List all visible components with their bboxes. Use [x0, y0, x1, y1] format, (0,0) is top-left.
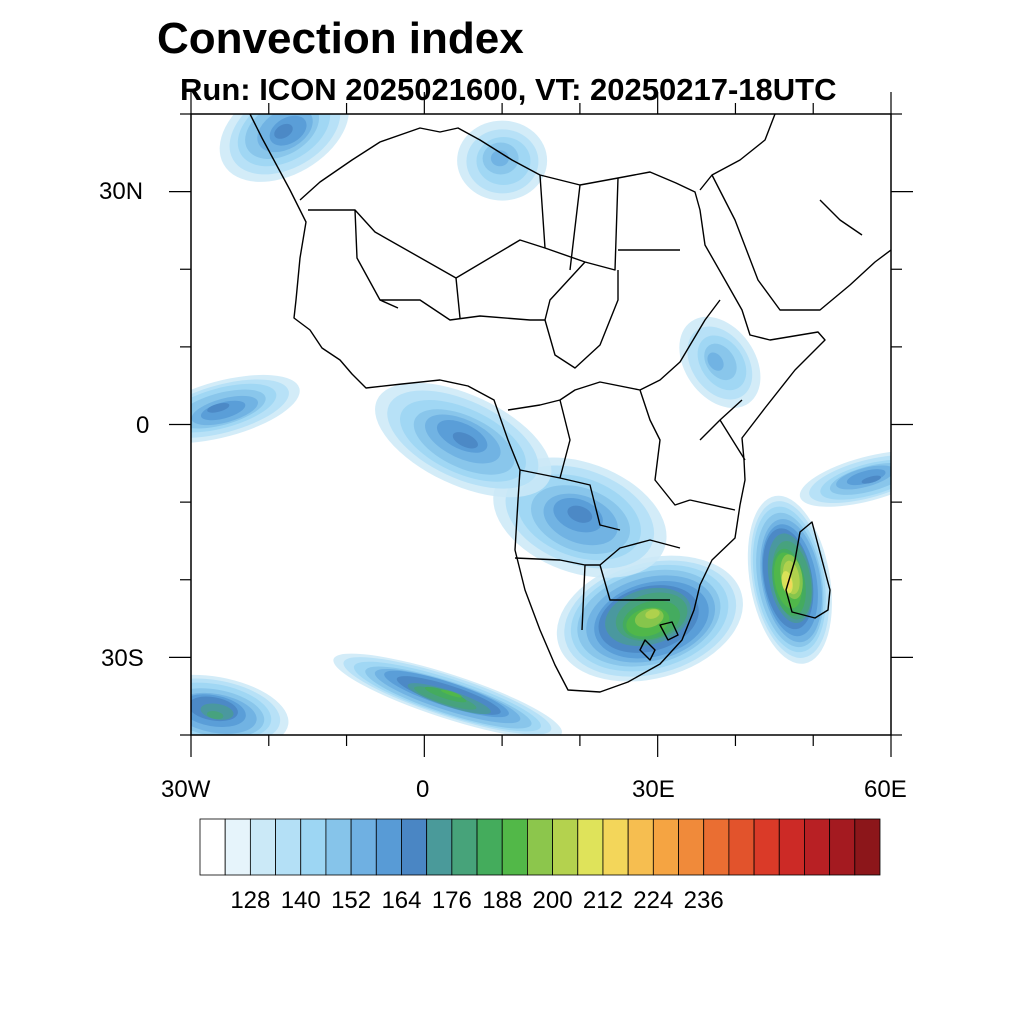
colorbar-box-19 — [678, 818, 705, 876]
colorbar-label-224: 224 — [633, 887, 674, 914]
lon-label-60e: 60E — [864, 776, 907, 803]
colorbar-box-21 — [728, 818, 755, 876]
madagascar — [785, 521, 831, 619]
colorbar-box-5 — [325, 818, 352, 876]
field-contour-gulf-of-guinea-6 — [452, 432, 478, 449]
colorbar-box-2 — [249, 818, 276, 876]
border-east — [689, 399, 746, 511]
border-south — [514, 539, 681, 661]
colorbar-label-128: 128 — [230, 887, 271, 914]
plot-title: Convection index — [157, 14, 524, 63]
border-sahara-west — [308, 177, 619, 309]
colorbar-label-152: 152 — [331, 887, 372, 914]
colorbar-label-212: 212 — [582, 887, 623, 914]
colorbar-box-6 — [350, 818, 377, 876]
colorbar-box-26 — [854, 818, 881, 876]
colorbar-box-22 — [753, 818, 780, 876]
border-north — [539, 174, 680, 271]
field-contour-southern-africa-12 — [645, 609, 660, 619]
colorbar-box-4 — [300, 818, 327, 876]
colorbar-box-8 — [401, 818, 428, 876]
field-contour-tropical-atlantic-6 — [207, 402, 230, 413]
field-contour-tropical-atlantic-5 — [200, 400, 246, 421]
coastlines-and-borders — [249, 114, 891, 693]
colorbar-label-140: 140 — [280, 887, 321, 914]
arabian-peninsula — [699, 114, 891, 311]
colorbar-label-200: 200 — [532, 887, 573, 914]
field-contour-ethiopia-4 — [707, 352, 724, 371]
colorbar-box-25 — [829, 818, 856, 876]
lon-label-30e: 30E — [632, 776, 675, 803]
field-contour-south-atlantic-sw-8 — [206, 711, 224, 720]
field-contour-ne-atlantic-6 — [274, 123, 293, 139]
field-contour-mediterranean-4 — [490, 150, 509, 167]
field-contour-angola-zambia-6 — [567, 505, 593, 523]
field-contour-south-atlantic-9 — [424, 686, 467, 703]
colorbar-box-23 — [778, 818, 805, 876]
colorbar-box-20 — [703, 818, 730, 876]
colorbar-label-176: 176 — [431, 887, 472, 914]
colorbar-box-17 — [627, 818, 654, 876]
border-central — [507, 299, 721, 531]
field-contour-south-atlantic-10 — [441, 689, 462, 698]
lat-label-30s: 30S — [101, 645, 144, 672]
lat-label-0: 0 — [136, 412, 150, 439]
border-sahel — [380, 261, 619, 369]
colorbar-box-24 — [804, 818, 831, 876]
lon-label-0: 0 — [416, 776, 430, 803]
colorbar-box-7 — [375, 818, 402, 876]
colorbar-box-12 — [501, 818, 528, 876]
colorbar-box-14 — [552, 818, 579, 876]
field-contour-sw-indian-ocean-5 — [846, 469, 886, 486]
plot-subtitle: Run: ICON 2025021600, VT: 20250217-18UTC — [180, 72, 837, 107]
axis-ticks — [169, 92, 913, 757]
lat-label-30n: 30N — [99, 178, 144, 205]
colorbar-box-1 — [224, 818, 251, 876]
colorbar-box-16 — [602, 818, 629, 876]
colorbar — [199, 818, 881, 876]
colorbar-box-11 — [476, 818, 503, 876]
colorbar-box-9 — [426, 818, 453, 876]
colorbar-box-0 — [199, 818, 226, 876]
colorbar-box-15 — [577, 818, 604, 876]
field-contour-madagascar-14 — [786, 577, 793, 590]
colorbar-box-3 — [275, 818, 302, 876]
colorbar-label-164: 164 — [381, 887, 422, 914]
colorbar-box-18 — [652, 818, 679, 876]
field-contour-sw-indian-ocean-6 — [861, 475, 882, 484]
colorbar-box-13 — [527, 818, 553, 876]
colorbar-label-236: 236 — [683, 887, 724, 914]
convection-field — [191, 114, 891, 735]
colorbar-box-10 — [451, 818, 478, 876]
lon-label-30w: 30W — [161, 776, 211, 803]
colorbar-label-188: 188 — [482, 887, 523, 914]
